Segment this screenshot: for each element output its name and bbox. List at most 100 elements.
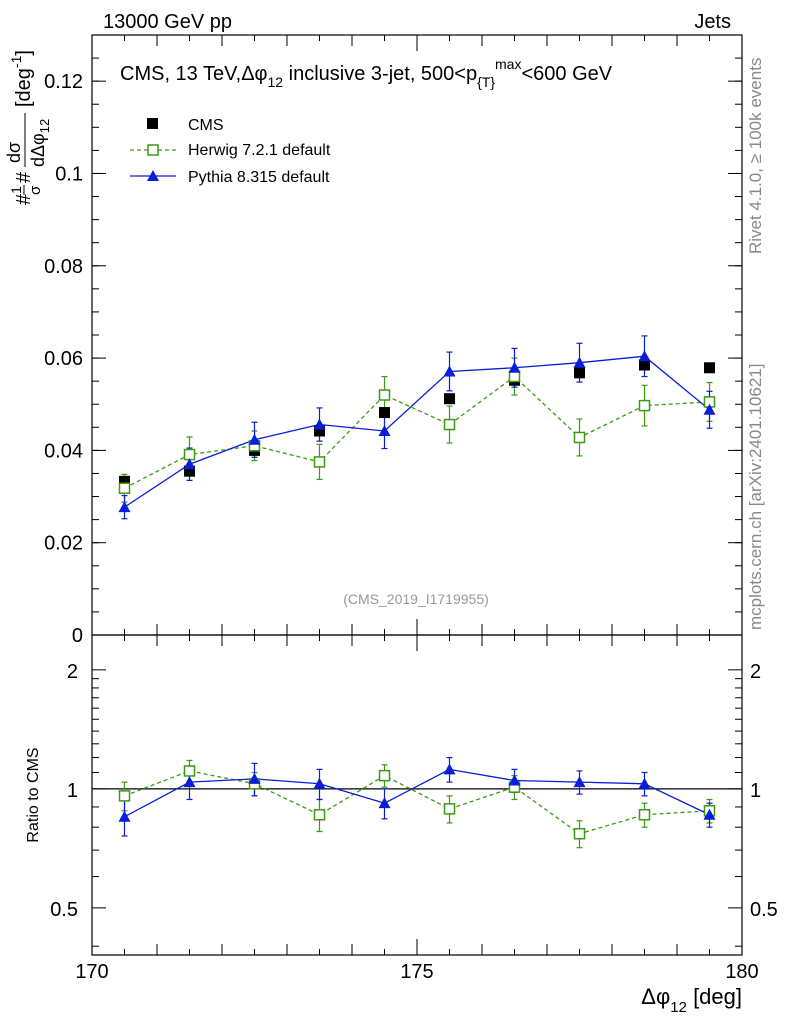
ylabel-hash: # bbox=[13, 171, 35, 183]
pythia-point bbox=[183, 458, 196, 470]
main-ytick-label: 0.02 bbox=[44, 533, 83, 555]
title-sub: {T} bbox=[477, 74, 495, 90]
ratio-pythia-point bbox=[703, 808, 716, 820]
mcplots-label: mcplots.cern.ch [arXiv:2401.10621] bbox=[746, 364, 765, 630]
pythia-point bbox=[248, 433, 261, 445]
ratio-pythia-point bbox=[313, 777, 326, 789]
main-ytick-label: 0 bbox=[72, 625, 83, 647]
herwig-point bbox=[508, 370, 521, 383]
cms-point bbox=[314, 425, 325, 437]
main-axis-ticks: 0 0.02 0.04 0.06 0.08 0.1 0.12 bbox=[44, 35, 743, 647]
pythia-point bbox=[638, 350, 651, 362]
ratio-axis-ticks: 0.5 0.5 1 1 2 2 170 175 180 bbox=[50, 635, 778, 983]
cms-point bbox=[444, 393, 455, 405]
ratio-ytick-label-left: 1 bbox=[67, 780, 78, 802]
herwig-point bbox=[638, 399, 651, 412]
ratio-ytick-label-left: 2 bbox=[67, 661, 78, 683]
cms-point bbox=[119, 475, 130, 487]
title-var-sub: 12 bbox=[268, 74, 284, 90]
legend-cms-label: CMS bbox=[188, 117, 224, 134]
cms-point bbox=[184, 465, 195, 477]
ratio-pythia-point bbox=[378, 797, 391, 809]
ratio-herwig-point bbox=[183, 765, 196, 777]
ratio-herwig-point bbox=[313, 809, 326, 821]
herwig-point bbox=[313, 456, 326, 468]
main-ytick-label: 0.04 bbox=[44, 440, 83, 462]
ylabel-sigma: σ bbox=[27, 185, 44, 195]
main-ytick-label: 0.06 bbox=[44, 348, 83, 370]
main-ylabel: #1 σ # dσ dΔφ12 [deg-1] bbox=[4, 50, 52, 205]
pythia-point bbox=[313, 418, 326, 430]
main-panel: 0 0.02 0.04 0.06 0.08 0.1 0.12 (CMS_2019_I1719… bbox=[4, 34, 743, 647]
ratio-ylabel: Ratio to CMS bbox=[25, 747, 42, 842]
ratio-herwig-point bbox=[118, 790, 131, 802]
pythia-point bbox=[118, 501, 131, 513]
xlabel-sub: 12 bbox=[670, 999, 687, 1016]
main-ytick-label: 0.1 bbox=[55, 163, 83, 185]
main-series bbox=[118, 335, 716, 520]
ratio-pythia-point bbox=[638, 777, 651, 789]
herwig-point bbox=[378, 389, 391, 401]
main-ytick-label: 0.08 bbox=[44, 256, 83, 278]
ratio-herwig-line bbox=[124, 770, 710, 835]
ratio-pythia-line bbox=[124, 768, 710, 818]
ratio-pythia-point bbox=[508, 774, 521, 786]
cms-point bbox=[574, 367, 585, 379]
ylabel-den: dΔφ12 bbox=[28, 119, 52, 167]
ratio-xtick-label: 180 bbox=[725, 961, 758, 983]
ylabel-den-var: dΔφ bbox=[28, 133, 48, 167]
cms-point bbox=[379, 407, 390, 419]
plot-title: CMS, 13 TeV,Δφ12 inclusive 3-jet, 500<p{… bbox=[120, 56, 613, 90]
legend-pythia-label: Pythia 8.315 default bbox=[188, 169, 330, 186]
ratio-herwig-point bbox=[378, 769, 391, 782]
ratio-ytick-label-right: 0.5 bbox=[750, 899, 778, 921]
ylabel-unit-sup: -1 bbox=[8, 55, 24, 68]
header-energy: 13000 GeV pp bbox=[103, 11, 232, 33]
pythia-point bbox=[443, 365, 456, 377]
herwig-point bbox=[443, 418, 456, 431]
ylabel-unit-open: [deg bbox=[13, 68, 35, 107]
ratio-xtick-label: 175 bbox=[400, 961, 433, 983]
pythia-line bbox=[124, 355, 710, 508]
legend: CMS Herwig 7.2.1 default Pythia 8.315 de… bbox=[130, 117, 331, 186]
ylabel-unit: [deg-1] bbox=[8, 50, 35, 107]
title-main: CMS, 13 TeV, bbox=[120, 63, 241, 85]
ratio-pythia-point bbox=[183, 776, 196, 788]
cms-point bbox=[704, 362, 715, 374]
ratio-ytick-label-right: 1 bbox=[750, 780, 761, 802]
main-ytick-label: 0.12 bbox=[44, 71, 83, 93]
ylabel-num: dσ bbox=[4, 142, 24, 163]
legend-item-pythia: Pythia 8.315 default bbox=[130, 169, 330, 186]
rivet-version-label: Rivet 4.1.0, ≥ 100k events bbox=[746, 58, 765, 254]
ylabel-den-sub: 12 bbox=[37, 119, 52, 133]
legend-pythia-marker bbox=[147, 170, 159, 181]
ratio-pythia-point bbox=[443, 763, 456, 775]
ratio-pythia-point bbox=[573, 776, 586, 788]
herwig-line bbox=[124, 375, 710, 489]
ratio-herwig-point bbox=[443, 803, 456, 815]
herwig-point bbox=[573, 431, 586, 444]
pythia-point bbox=[378, 425, 391, 436]
ratio-ytick-label-left: 0.5 bbox=[50, 899, 78, 921]
cms-point bbox=[639, 359, 650, 371]
pythia-point bbox=[573, 356, 586, 368]
xlabel: Δφ12 [deg] bbox=[641, 984, 742, 1016]
ratio-herwig-point bbox=[573, 827, 586, 840]
legend-herwig-marker bbox=[147, 144, 159, 156]
ylabel-unit-close: ] bbox=[13, 50, 35, 56]
watermark: (CMS_2019_I1719955) bbox=[343, 591, 489, 607]
pythia-point bbox=[508, 361, 521, 373]
title-rest: inclusive 3-jet, 500<p bbox=[283, 63, 477, 85]
header-process: Jets bbox=[694, 11, 731, 33]
herwig-point bbox=[118, 482, 131, 494]
legend-cms-marker bbox=[147, 118, 158, 129]
xlabel-var: Δφ bbox=[641, 984, 670, 1009]
legend-item-cms: CMS bbox=[147, 117, 224, 134]
title-tail: <600 GeV bbox=[521, 63, 612, 85]
ratio-pythia-point bbox=[118, 810, 131, 822]
legend-herwig-label: Herwig 7.2.1 default bbox=[188, 142, 331, 159]
pythia-point bbox=[703, 403, 716, 415]
xlabel-unit: [deg] bbox=[687, 984, 742, 1009]
